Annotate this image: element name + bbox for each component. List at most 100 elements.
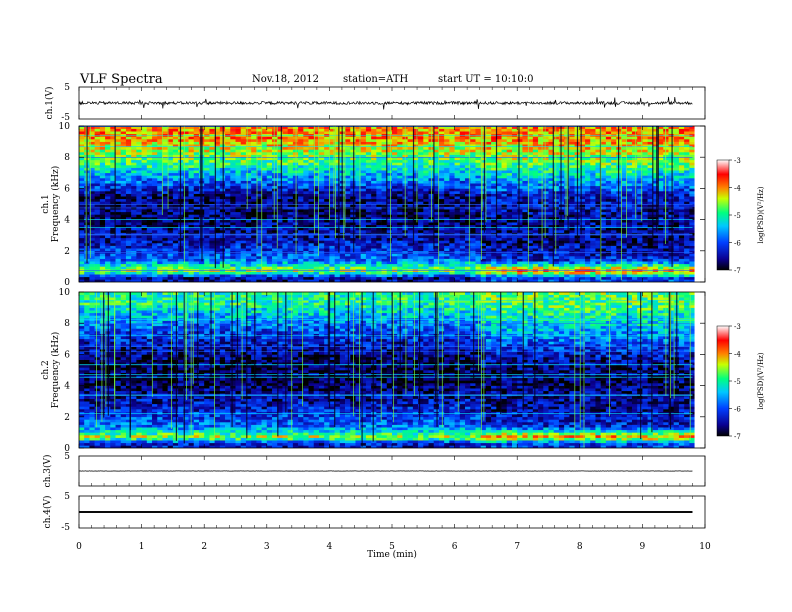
- spectrogram-cell: [146, 136, 153, 140]
- spectrogram-cell: [204, 133, 210, 137]
- spectrogram-cell: [282, 193, 288, 197]
- spectrogram-cell: [172, 227, 179, 231]
- spectrogram-cell: [407, 175, 414, 179]
- spectrogram-cell: [491, 201, 497, 205]
- spectrogram-cell: [292, 193, 299, 197]
- spectrogram-cell: [214, 167, 221, 171]
- spectrogram-cell: [371, 274, 377, 278]
- spectrogram-cell: [287, 191, 294, 194]
- spectrogram-cell: [89, 214, 95, 218]
- spectrogram-cell: [277, 230, 283, 233]
- spectrogram-cell: [355, 191, 361, 194]
- spectrogram-cell: [225, 146, 231, 150]
- spectrogram-cell: [287, 175, 294, 179]
- spectrogram-cell: [303, 167, 309, 171]
- spectrogram-cell: [350, 222, 356, 226]
- spectrogram-cell: [345, 191, 351, 194]
- spectrogram-cell: [308, 261, 315, 265]
- spectrogram-cell: [465, 263, 471, 267]
- spectrogram-cell: [376, 243, 382, 246]
- spectrogram-cell: [475, 170, 481, 174]
- spectrogram-cell: [355, 222, 361, 226]
- spectrogram-cell: [79, 180, 85, 184]
- spectrogram-cell: [329, 188, 335, 192]
- spectrogram-cell: [131, 243, 137, 246]
- spectrogram-cell: [214, 240, 221, 244]
- spectrogram-cell: [496, 157, 502, 161]
- spectrogram-cell: [491, 170, 497, 174]
- spectrogram-cell: [381, 217, 388, 220]
- spectrogram-cell: [272, 144, 278, 148]
- spectrogram-cell: [491, 193, 497, 197]
- spectrogram-cell: [465, 128, 471, 132]
- spectrogram-cell: [491, 178, 497, 181]
- spectrogram-cell: [266, 235, 273, 239]
- spectrogram-cell: [308, 139, 315, 142]
- spectrogram-cell: [162, 248, 168, 252]
- spectrogram-cell: [365, 188, 372, 192]
- spectrogram-cell: [334, 172, 341, 176]
- spectrogram-cell: [381, 235, 388, 239]
- spectrogram-cell: [204, 230, 210, 233]
- spectrogram-cell: [235, 149, 242, 153]
- spectrogram-cell: [79, 152, 85, 155]
- spectrogram-cell: [225, 131, 231, 135]
- spectrogram-cell: [407, 167, 414, 171]
- spectrogram-cell: [433, 146, 440, 150]
- spectrogram-cell: [193, 204, 200, 207]
- spectrogram-cell: [470, 198, 476, 202]
- spectrogram-cell: [449, 235, 455, 239]
- spectrogram-cell: [298, 183, 304, 187]
- spectrogram-cell: [105, 152, 111, 155]
- spectrogram-cell: [292, 217, 299, 220]
- spectrogram-cell: [397, 235, 403, 239]
- spectrogram-cell: [261, 167, 268, 171]
- spectrogram-cell: [496, 256, 502, 259]
- spectrogram-cell: [459, 243, 466, 246]
- spectrogram-cell: [407, 217, 414, 220]
- spectrogram-cell: [496, 139, 502, 142]
- spectrogram-cell: [308, 146, 315, 150]
- spectrogram-cell: [235, 154, 242, 158]
- spectrogram-cell: [376, 222, 382, 226]
- spectrogram-cell: [256, 279, 262, 282]
- spectrogram-cell: [459, 159, 466, 163]
- spectrogram-cell: [282, 139, 288, 142]
- spectrogram-cell: [172, 240, 179, 244]
- spectrogram-cell: [397, 133, 403, 137]
- spectrogram-cell: [99, 240, 106, 244]
- spectrogram-cell: [324, 193, 330, 197]
- spectrogram-cell: [120, 227, 127, 231]
- spectrogram-cell: [329, 196, 335, 200]
- spectrogram-cell: [465, 256, 471, 259]
- spectrogram-cell: [480, 178, 487, 181]
- spectrogram-cell: [386, 217, 393, 220]
- spectrogram-cell: [183, 266, 189, 270]
- spectrogram-cell: [225, 154, 231, 158]
- spectrogram-cell: [94, 240, 101, 244]
- spectrogram-cell: [256, 204, 262, 207]
- spectrogram-cell: [193, 167, 200, 171]
- spectrogram-cell: [287, 253, 294, 257]
- spectrogram-cell: [261, 230, 268, 233]
- spectrogram-cell: [245, 237, 252, 241]
- spectrogram-cell: [282, 230, 288, 233]
- spectrogram-cell: [491, 235, 497, 239]
- spectrogram-cell: [240, 243, 247, 246]
- spectrogram-cell: [115, 128, 122, 132]
- spectrogram-cell: [371, 193, 377, 197]
- spectrogram-cell: [496, 214, 502, 218]
- spectrogram-cell: [79, 198, 85, 202]
- spectrogram-cell: [454, 144, 461, 148]
- spectrogram-cell: [277, 139, 283, 142]
- spectrogram-cell: [209, 193, 215, 197]
- spectrogram-cell: [496, 159, 502, 163]
- spectrogram-cell: [345, 235, 351, 239]
- spectrogram-cell: [172, 128, 179, 132]
- spectrogram-cell: [277, 144, 283, 148]
- spectrogram-cell: [418, 131, 424, 135]
- spectrogram-cell: [371, 165, 377, 168]
- spectrogram-cell: [188, 141, 195, 145]
- spectrogram-cell: [496, 185, 502, 189]
- spectrogram-cell: [183, 256, 189, 259]
